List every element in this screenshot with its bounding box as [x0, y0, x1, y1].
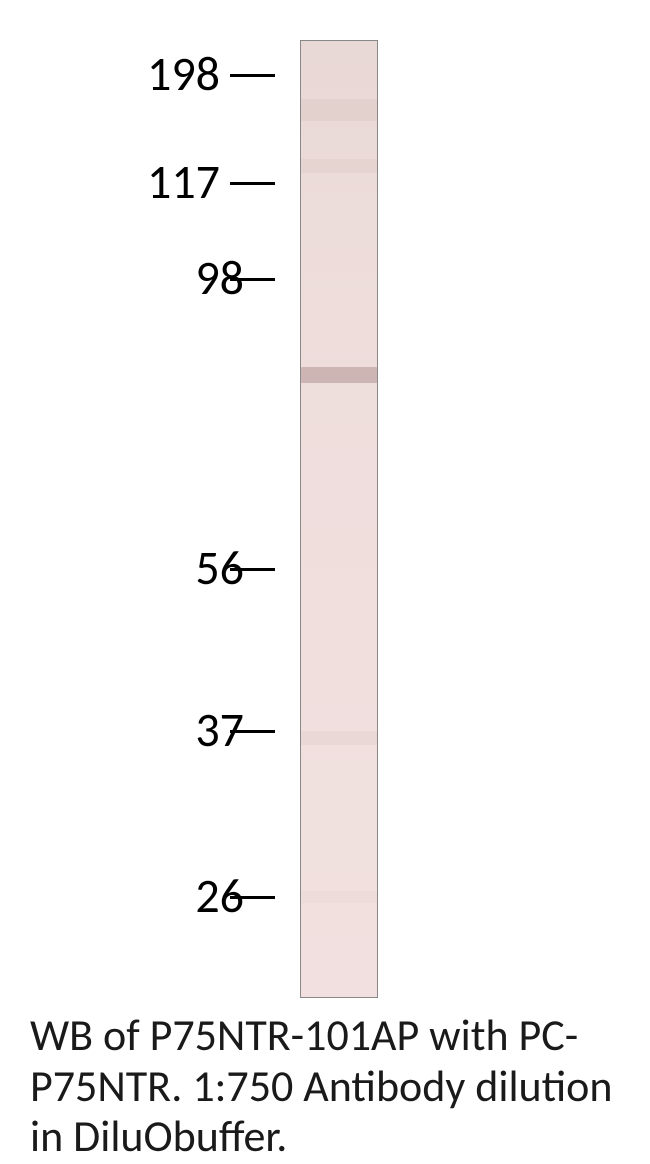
- blot-lane: [300, 40, 378, 998]
- mw-marker-label: 56: [124, 544, 244, 592]
- mw-marker-tick: [230, 568, 275, 571]
- blot-band: [301, 367, 377, 383]
- mw-marker-label: 26: [124, 872, 244, 920]
- mw-marker-label: 98: [124, 254, 244, 302]
- western-blot-figure: 198 117 98 56 37 26: [0, 40, 650, 1010]
- blot-band: [301, 159, 377, 173]
- mw-marker-tick: [230, 278, 275, 281]
- blot-band: [301, 731, 377, 745]
- mw-marker-tick: [230, 896, 275, 899]
- mw-marker-label: 198: [100, 50, 220, 98]
- mw-marker-label: 37: [124, 706, 244, 754]
- mw-marker-tick: [230, 182, 275, 185]
- mw-marker-tick: [230, 730, 275, 733]
- mw-marker-tick: [230, 74, 275, 77]
- mw-marker-label: 117: [100, 158, 220, 206]
- figure-caption: WB of P75NTR-101AP with PC-P75NTR. 1:750…: [30, 1010, 620, 1162]
- blot-band: [301, 99, 377, 121]
- blot-band: [301, 891, 377, 903]
